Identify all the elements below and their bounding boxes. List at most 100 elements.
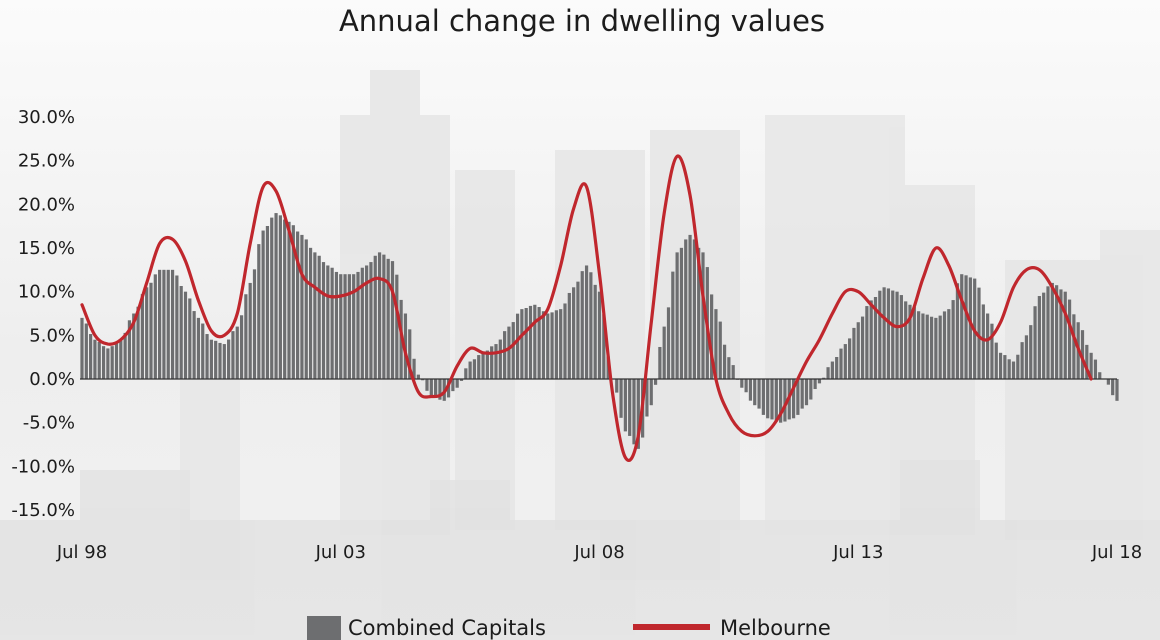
- y-tick-label: -10.0%: [11, 456, 75, 477]
- combined-capitals-bar: [886, 288, 891, 379]
- combined-capitals-bar: [865, 306, 869, 379]
- combined-capitals-bar: [196, 317, 201, 379]
- combined-capitals-bar: [110, 346, 114, 379]
- combined-capitals-bar: [1111, 379, 1115, 396]
- combined-capitals-bar: [145, 287, 149, 379]
- combined-capitals-bar: [511, 322, 515, 379]
- combined-capitals-bar: [546, 313, 550, 379]
- combined-capitals-bar: [929, 316, 934, 379]
- combined-capitals-bar: [563, 303, 567, 379]
- combined-capitals-bar: [727, 357, 731, 379]
- combined-capitals-bar: [835, 357, 839, 379]
- combined-capitals-bar: [912, 307, 916, 379]
- combined-capitals-bar: [84, 323, 88, 379]
- combined-capitals-bar: [856, 322, 860, 379]
- combined-capitals-bar: [1115, 379, 1119, 401]
- combined-capitals-bar: [675, 252, 679, 379]
- combined-capitals-bar: [438, 379, 442, 400]
- combined-capitals-bar: [382, 254, 386, 379]
- combined-capitals-bar: [365, 265, 369, 379]
- combined-capitals-bar: [524, 308, 528, 379]
- combined-capitals-bar: [183, 291, 188, 379]
- combined-capitals-bar: [679, 247, 684, 379]
- combined-capitals-bar: [1046, 286, 1050, 379]
- combined-capitals-bar: [744, 379, 748, 393]
- y-tick-label: 5.0%: [29, 325, 75, 346]
- combined-capitals-bar: [1059, 289, 1063, 379]
- combined-capitals-bar: [166, 269, 170, 379]
- combined-capitals-bar: [209, 339, 213, 379]
- combined-capitals-bar: [317, 255, 321, 379]
- combined-capitals-bar: [977, 287, 981, 379]
- combined-capitals-bar: [270, 217, 274, 379]
- combined-capitals-bar: [878, 290, 882, 379]
- combined-capitals-bar: [149, 282, 153, 379]
- combined-capitals-bar: [580, 271, 584, 379]
- combined-capitals-bar: [684, 239, 688, 379]
- x-tick-label: Jul 18: [1091, 542, 1142, 563]
- combined-capitals-bar: [201, 323, 205, 379]
- combined-capitals-bar: [339, 274, 343, 379]
- combined-capitals-bar: [235, 326, 239, 379]
- combined-capitals-bar: [459, 379, 464, 381]
- combined-capitals-bar: [636, 379, 640, 449]
- combined-capitals-bar: [1067, 299, 1072, 379]
- combined-capitals-bar: [753, 379, 757, 406]
- combined-capitals-bar: [748, 379, 753, 401]
- combined-capitals-bar: [162, 269, 166, 379]
- combined-capitals-bar: [1011, 361, 1016, 379]
- combined-capitals-bar: [416, 374, 420, 379]
- combined-capitals-bar: [352, 274, 356, 379]
- combined-capitals-bar: [951, 300, 955, 379]
- combined-capitals-bar: [127, 320, 132, 379]
- combined-capitals-bar: [572, 287, 576, 379]
- combined-capitals-bar: [1020, 342, 1024, 379]
- combined-capitals-bar: [860, 316, 865, 379]
- combined-capitals-bar: [1106, 379, 1110, 385]
- combined-capitals-bar: [1050, 282, 1054, 379]
- combined-capitals-bar: [774, 379, 778, 422]
- combined-capitals-bar: [848, 338, 852, 379]
- combined-capitals-bar: [227, 339, 231, 379]
- combined-capitals-bar: [377, 252, 382, 379]
- combined-capitals-bar: [852, 327, 856, 379]
- y-tick-label: -5.0%: [23, 413, 75, 434]
- combined-capitals-bar: [830, 361, 834, 379]
- combined-capitals-bar: [882, 287, 886, 379]
- y-tick-label: 0.0%: [29, 369, 75, 390]
- combined-capitals-bar: [153, 274, 157, 379]
- combined-capitals-bar: [826, 367, 830, 379]
- combined-capitals-bar: [757, 379, 761, 409]
- combined-capitals-bar: [947, 309, 951, 379]
- combined-capitals-bar: [468, 361, 472, 379]
- legend: Combined Capitals Melbourne: [307, 616, 831, 640]
- combined-capitals-bar: [334, 271, 339, 379]
- combined-capitals-bar: [779, 379, 783, 423]
- combined-capitals-bar: [688, 234, 692, 379]
- combined-capitals-bar: [89, 334, 93, 379]
- combined-capitals-bar: [274, 213, 278, 379]
- combined-capitals-bar: [136, 306, 140, 379]
- x-tick-label: Jul 08: [573, 542, 624, 563]
- combined-capitals-bar: [287, 221, 291, 379]
- combined-capitals-bar: [503, 331, 507, 379]
- combined-capitals-bar: [1098, 372, 1102, 379]
- combined-capitals-bar: [170, 269, 175, 379]
- combined-capitals-bar: [119, 339, 123, 379]
- combined-capitals-bar: [710, 294, 714, 379]
- combined-capitals-bar: [658, 346, 662, 379]
- combined-capitals-bar: [477, 355, 481, 379]
- combined-capitals-bar: [515, 313, 520, 379]
- combined-capitals-bar: [934, 317, 938, 379]
- combined-capitals-bar: [632, 379, 636, 445]
- combined-capitals-bar: [360, 267, 364, 379]
- combined-capitals-bar: [455, 379, 459, 388]
- combined-capitals-bar: [783, 379, 787, 422]
- combined-capitals-bar: [662, 326, 666, 379]
- legend-swatch-combined-capitals: [307, 616, 341, 640]
- combined-capitals-bar: [356, 271, 360, 379]
- legend-label-combined-capitals: Combined Capitals: [348, 616, 546, 640]
- combined-capitals-bar: [222, 344, 226, 379]
- combined-capitals-bar: [718, 321, 722, 379]
